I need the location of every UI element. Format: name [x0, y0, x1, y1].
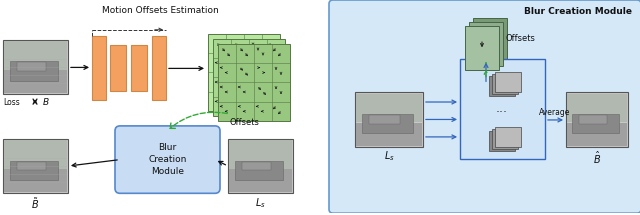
Text: $\hat{B}$: $\hat{B}$: [593, 150, 601, 166]
Bar: [10, 161, 58, 180]
Bar: [469, 22, 503, 66]
Bar: [229, 140, 292, 169]
Bar: [242, 161, 271, 170]
Bar: [567, 94, 627, 122]
Text: $L_s$: $L_s$: [255, 196, 266, 210]
Bar: [92, 36, 106, 100]
Bar: [234, 161, 284, 180]
Bar: [566, 92, 628, 147]
Text: $L_s$: $L_s$: [383, 150, 394, 163]
Bar: [465, 26, 499, 70]
Text: Offsets: Offsets: [229, 118, 259, 127]
Bar: [218, 44, 290, 121]
Bar: [492, 129, 518, 149]
Text: ···: ···: [496, 106, 508, 120]
Bar: [473, 18, 507, 62]
Text: Blur
Creation
Module: Blur Creation Module: [148, 143, 187, 176]
Bar: [567, 123, 627, 146]
Bar: [489, 131, 515, 151]
Text: Motion Offsets Estimation: Motion Offsets Estimation: [102, 6, 218, 15]
Bar: [228, 139, 293, 193]
Bar: [4, 41, 67, 70]
Bar: [131, 45, 147, 91]
FancyBboxPatch shape: [329, 0, 640, 213]
Bar: [356, 123, 422, 146]
Bar: [17, 161, 46, 170]
Bar: [495, 127, 521, 147]
Bar: [355, 92, 423, 147]
Text: $\tilde{B}$: $\tilde{B}$: [31, 196, 39, 211]
FancyBboxPatch shape: [115, 126, 220, 193]
Bar: [3, 139, 68, 193]
Bar: [110, 45, 126, 91]
Bar: [362, 114, 413, 133]
Bar: [492, 74, 518, 94]
Bar: [579, 115, 607, 124]
Bar: [3, 40, 68, 94]
Bar: [356, 94, 422, 122]
Text: Offsets: Offsets: [505, 34, 535, 43]
Text: B: B: [43, 98, 49, 107]
Bar: [152, 36, 166, 100]
Bar: [489, 76, 515, 96]
Bar: [460, 60, 545, 159]
Text: Blur Creation Module: Blur Creation Module: [524, 7, 632, 16]
Bar: [369, 115, 400, 124]
Text: Average: Average: [540, 108, 571, 117]
Bar: [229, 169, 292, 192]
Bar: [572, 114, 619, 133]
Bar: [4, 169, 67, 192]
Bar: [495, 72, 521, 92]
Bar: [213, 39, 285, 116]
FancyArrowPatch shape: [170, 112, 227, 128]
Bar: [17, 62, 46, 71]
Bar: [4, 70, 67, 93]
Bar: [10, 61, 58, 81]
Bar: [208, 34, 280, 111]
Text: Loss: Loss: [3, 98, 20, 107]
Bar: [4, 140, 67, 169]
